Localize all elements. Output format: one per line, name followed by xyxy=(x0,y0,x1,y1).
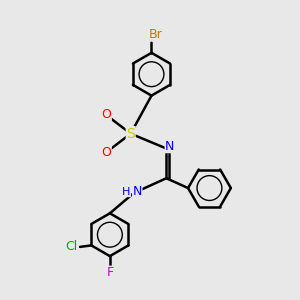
Text: H: H xyxy=(122,187,130,196)
Text: N: N xyxy=(165,140,175,153)
Text: F: F xyxy=(106,266,113,279)
Text: S: S xyxy=(126,127,135,141)
Text: Cl: Cl xyxy=(66,240,78,254)
Text: O: O xyxy=(101,146,111,159)
Text: N: N xyxy=(133,185,142,198)
Text: O: O xyxy=(101,108,111,122)
Text: Br: Br xyxy=(149,28,163,41)
